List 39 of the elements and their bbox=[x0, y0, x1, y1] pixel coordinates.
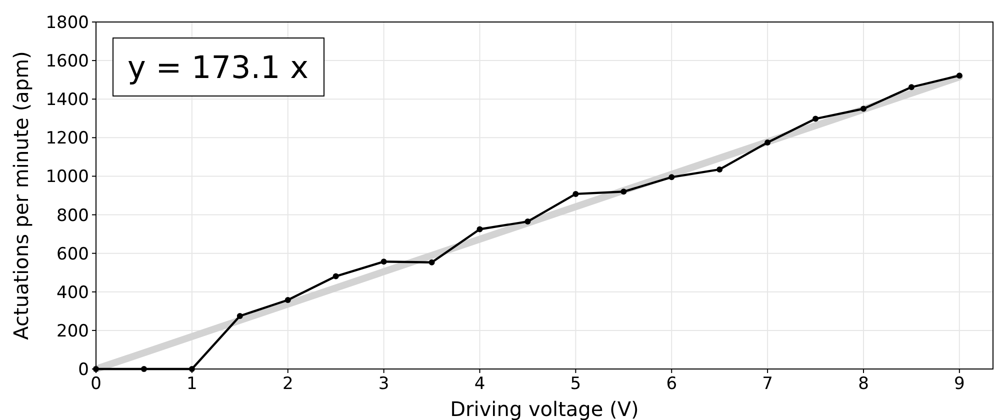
y-tick-label: 1000 bbox=[46, 167, 89, 188]
y-tick-label: 1800 bbox=[46, 13, 89, 33]
point bbox=[764, 139, 771, 146]
point bbox=[812, 116, 819, 122]
x-tick-label: 3 bbox=[378, 374, 390, 394]
point bbox=[524, 218, 531, 225]
x-tick-label: 5 bbox=[570, 374, 582, 394]
x-tick-label: 2 bbox=[282, 374, 294, 394]
annotation: y = 173.1 x bbox=[128, 50, 308, 86]
y-tick-label: 200 bbox=[56, 321, 89, 342]
point bbox=[476, 226, 483, 232]
y-axis-title: Actuations per minute (apm) bbox=[9, 51, 33, 340]
point bbox=[380, 258, 387, 265]
y-tick-label: 800 bbox=[56, 206, 89, 226]
point bbox=[956, 72, 962, 79]
x-tick-label: 6 bbox=[666, 374, 678, 394]
point bbox=[332, 273, 339, 280]
x-tick-label: 9 bbox=[954, 374, 965, 394]
x-tick-label: 4 bbox=[474, 374, 486, 394]
x-tick-label: 1 bbox=[186, 374, 198, 394]
point bbox=[284, 296, 291, 303]
x-tick-label: 0 bbox=[90, 374, 102, 394]
point bbox=[620, 188, 627, 195]
point bbox=[716, 166, 723, 172]
x-tick-label: 7 bbox=[762, 374, 773, 394]
point bbox=[908, 84, 914, 90]
point bbox=[428, 259, 435, 266]
point bbox=[668, 174, 675, 180]
y-tick-label: 400 bbox=[56, 282, 89, 303]
y-tick-label: 1200 bbox=[46, 128, 89, 149]
x-tick-label: 8 bbox=[858, 374, 869, 394]
point bbox=[572, 190, 579, 197]
point bbox=[236, 312, 243, 319]
x-axis-title: Driving voltage (V) bbox=[450, 397, 639, 420]
y-tick-label: 0 bbox=[78, 360, 89, 380]
y-tick-label: 1600 bbox=[46, 52, 89, 72]
point bbox=[860, 106, 866, 112]
y-tick-label: 600 bbox=[56, 244, 89, 264]
y-tick-label: 1400 bbox=[46, 90, 89, 110]
